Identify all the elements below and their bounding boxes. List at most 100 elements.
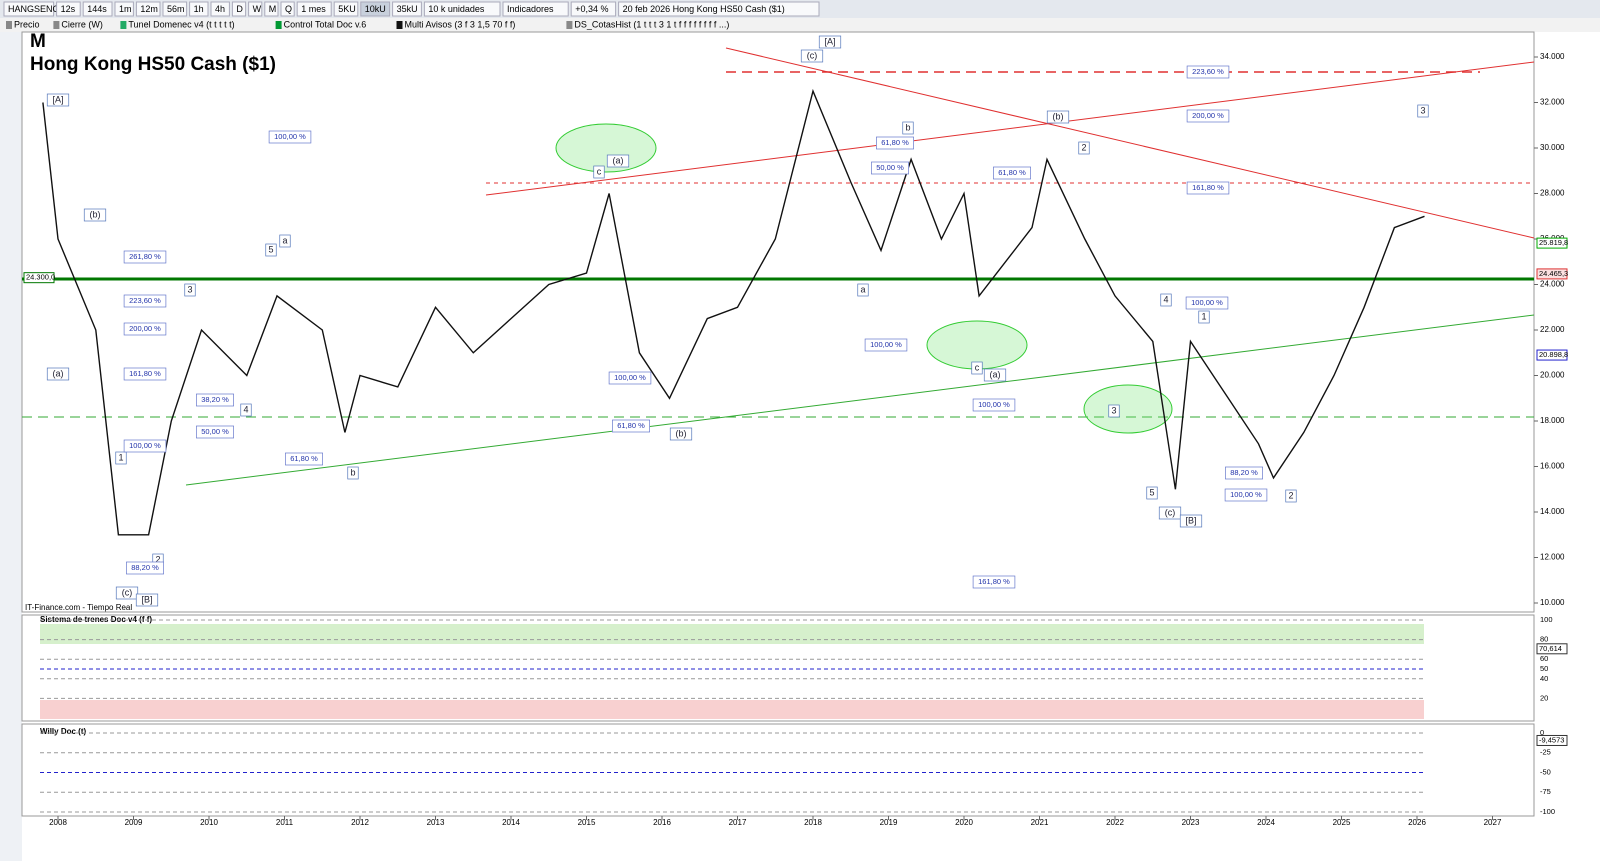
toolbar-label[interactable]: 1m bbox=[119, 4, 132, 14]
annotation-box bbox=[1186, 181, 1230, 195]
toolbar-button[interactable] bbox=[502, 1, 569, 17]
toolbar-button[interactable] bbox=[264, 1, 279, 17]
toolbar-button[interactable] bbox=[570, 1, 617, 17]
annotation: 5 bbox=[1149, 487, 1154, 497]
annotation-box bbox=[83, 208, 107, 222]
toolbar-label[interactable]: +0,34 % bbox=[575, 4, 608, 14]
annotation-box bbox=[123, 367, 167, 381]
toolbar-button[interactable] bbox=[210, 1, 230, 17]
toolbar-label[interactable]: 5KU bbox=[338, 4, 356, 14]
y-tick-label: 24.000 bbox=[1540, 280, 1565, 289]
annotation-box bbox=[1108, 404, 1120, 418]
annotation-box bbox=[1078, 141, 1090, 155]
x-tick-label: 2027 bbox=[1484, 818, 1502, 827]
toolbar-label[interactable]: 12m bbox=[140, 4, 158, 14]
toolbar-button[interactable] bbox=[423, 1, 501, 17]
toolbar-label[interactable]: 20 feb 2026 Hong Kong HS50 Cash ($1) bbox=[623, 4, 785, 14]
toolbar-label[interactable]: 10kU bbox=[365, 4, 386, 14]
panel-title: Willy Doc (t) bbox=[40, 727, 86, 736]
period: M bbox=[30, 31, 46, 52]
annotation: 2 bbox=[1081, 142, 1086, 152]
toolbar-button[interactable] bbox=[189, 1, 209, 17]
annotation-box bbox=[135, 593, 159, 607]
x-tick-label: 2024 bbox=[1257, 818, 1275, 827]
toolbar-label[interactable]: M bbox=[269, 4, 277, 14]
annotation: (c) bbox=[807, 50, 818, 60]
annotation-box bbox=[268, 130, 312, 144]
annotation: 3 bbox=[187, 284, 192, 294]
annotation: 100,00 % bbox=[129, 441, 161, 450]
toolbar-button[interactable] bbox=[248, 1, 263, 17]
last-tag bbox=[1536, 643, 1568, 655]
indicator-tab[interactable]: Control Total Doc v.6 bbox=[284, 19, 367, 29]
y-tick-label: 20.000 bbox=[1540, 371, 1565, 380]
annotation-box bbox=[876, 136, 914, 150]
toolbar-button[interactable] bbox=[3, 1, 55, 17]
tab-color bbox=[275, 21, 282, 29]
y-tick-label: 12.000 bbox=[1540, 553, 1565, 562]
y-tick-label: 16.000 bbox=[1540, 462, 1565, 471]
indicator-tab[interactable]: Cierre (W) bbox=[61, 19, 103, 29]
toolbar-label[interactable]: 12s bbox=[61, 4, 76, 14]
toolbar-label[interactable]: W bbox=[253, 4, 262, 14]
toolbar-label[interactable]: 35kU bbox=[397, 4, 418, 14]
main-panel bbox=[21, 31, 1535, 613]
annotation: 50,00 % bbox=[876, 163, 904, 172]
toolbar-button[interactable] bbox=[280, 1, 295, 17]
toolbar-button[interactable] bbox=[392, 1, 422, 17]
toolbar-button[interactable] bbox=[231, 1, 247, 17]
x-tick-label: 2023 bbox=[1182, 818, 1200, 827]
y-tick-label: 32.000 bbox=[1540, 98, 1565, 107]
indicator-tab[interactable]: Tunel Domenec v4 (t t t t t) bbox=[128, 19, 234, 29]
price-tag-label: 20.898,8 bbox=[1539, 350, 1568, 359]
annotation-box bbox=[265, 243, 277, 257]
toolbar-label[interactable]: HANGSENG bbox=[8, 4, 60, 14]
toolbar-label[interactable]: 1 mes bbox=[301, 4, 326, 14]
x-tick-label: 2026 bbox=[1408, 818, 1426, 827]
toolbar-label[interactable]: 4h bbox=[215, 4, 225, 14]
annotation: c bbox=[597, 166, 602, 176]
toolbar-button[interactable] bbox=[162, 1, 188, 17]
annotation: c bbox=[975, 362, 980, 372]
toolbar-label[interactable]: Q bbox=[285, 4, 292, 14]
toolbar-label[interactable]: 10 k unidades bbox=[428, 4, 485, 14]
x-tick-label: 2010 bbox=[200, 818, 218, 827]
annotation: (a) bbox=[990, 369, 1001, 379]
y-tick-label: 34.000 bbox=[1540, 52, 1565, 61]
toolbar-button[interactable] bbox=[296, 1, 332, 17]
y-tick-label: 28.000 bbox=[1540, 189, 1565, 198]
price-tag bbox=[1536, 349, 1568, 361]
price-tag bbox=[1536, 237, 1568, 249]
panel2-box bbox=[21, 723, 1535, 817]
y-tick-label: 14.000 bbox=[1540, 507, 1565, 516]
toolbar-label[interactable]: 144s bbox=[87, 4, 107, 14]
last-tag-label: -9,4573 bbox=[1539, 735, 1564, 744]
x-tick-label: 2022 bbox=[1106, 818, 1124, 827]
indicator-tab[interactable]: DS_CotasHist (1 t t t 3 1 t f f f f f f … bbox=[574, 19, 729, 29]
toolbar-label[interactable]: 1h bbox=[194, 4, 204, 14]
y-tick-label: 100 bbox=[1540, 615, 1553, 624]
toolbar-button[interactable] bbox=[360, 1, 391, 17]
tab-color bbox=[6, 21, 12, 29]
annotation-box bbox=[1198, 310, 1210, 324]
indicator-tab[interactable]: Multi Avisos (3 f 3 1,5 70 f f) bbox=[405, 19, 516, 29]
toolbar-button[interactable] bbox=[114, 1, 134, 17]
toolbar-button[interactable] bbox=[56, 1, 81, 17]
annotation-box bbox=[196, 425, 234, 439]
annotation: 161,80 % bbox=[978, 577, 1010, 586]
annotation: (a) bbox=[613, 155, 624, 165]
toolbar-button[interactable] bbox=[618, 1, 820, 17]
toolbar-label[interactable]: 56m bbox=[167, 4, 185, 14]
indicator-tab[interactable]: Precio bbox=[14, 19, 40, 29]
toolbar-button[interactable] bbox=[135, 1, 161, 17]
x-tick-label: 2012 bbox=[351, 818, 369, 827]
x-tick-label: 2014 bbox=[502, 818, 520, 827]
annotation: 2 bbox=[1288, 490, 1293, 500]
toolbar-label[interactable]: D bbox=[236, 4, 243, 14]
y-tick-label: 30.000 bbox=[1540, 143, 1565, 152]
annotation-box bbox=[1186, 65, 1230, 79]
toolbar-button[interactable] bbox=[333, 1, 359, 17]
tab-color bbox=[566, 21, 573, 29]
toolbar-label[interactable]: Indicadores bbox=[507, 4, 554, 14]
toolbar-button[interactable] bbox=[82, 1, 113, 17]
